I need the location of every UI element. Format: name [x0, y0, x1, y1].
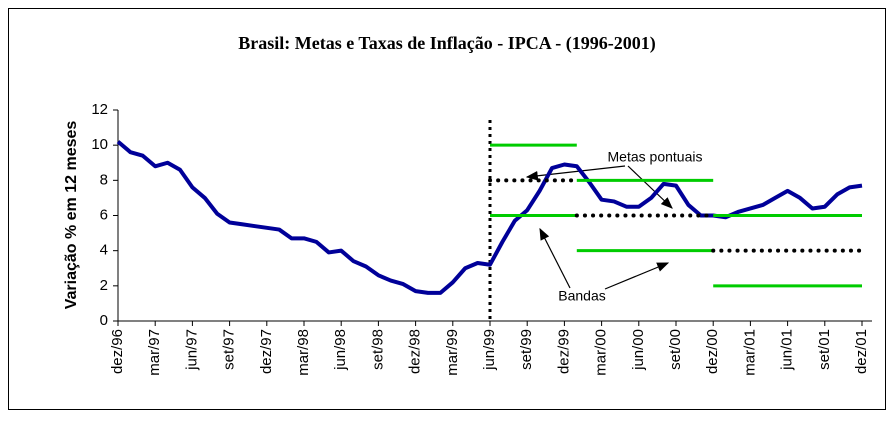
x-tick-label: jun/01 — [779, 329, 796, 371]
y-axis-label: Variação % em 12 meses — [63, 121, 80, 310]
y-tick-label: 2 — [100, 277, 108, 294]
x-tick-label: set/01 — [816, 329, 833, 370]
y-tick-label: 4 — [100, 242, 108, 259]
chart-title: Brasil: Metas e Taxas de Inflação - IPCA… — [238, 33, 655, 54]
x-tick-label: mar/01 — [741, 329, 758, 376]
x-tick-label: dez/97 — [258, 329, 275, 374]
y-tick-label: 0 — [100, 312, 108, 329]
x-tick-label: set/97 — [221, 329, 238, 370]
arrow — [525, 165, 626, 181]
y-tick-label: 6 — [100, 206, 108, 223]
annotation: Metas pontuais — [608, 149, 703, 165]
y-tick-label: 8 — [100, 171, 108, 188]
x-tick-label: jun/97 — [183, 329, 200, 371]
data-line — [116, 140, 863, 295]
x-tick-label: mar/97 — [146, 329, 163, 376]
x-tick-label: dez/01 — [853, 329, 870, 374]
annotation: Bandas — [558, 288, 605, 304]
x-tick-label: mar/98 — [295, 329, 312, 376]
y-tick-label: 10 — [91, 136, 108, 153]
arrow — [627, 165, 673, 209]
x-tick-label: jun/98 — [332, 329, 349, 371]
y-tick-label: 12 — [91, 101, 108, 118]
x-tick-label: mar/00 — [593, 329, 610, 376]
x-tick-label: jun/00 — [630, 329, 647, 371]
x-tick-label: dez/98 — [407, 329, 424, 374]
arrow — [539, 227, 571, 289]
arrow — [604, 262, 670, 290]
x-tick-label: dez/96 — [109, 329, 126, 374]
x-tick-label: set/00 — [667, 329, 684, 370]
x-tick-label: mar/99 — [444, 329, 461, 376]
x-tick-label: dez/00 — [704, 329, 721, 374]
x-tick-label: dez/99 — [555, 329, 572, 374]
chart-border — [8, 8, 886, 410]
x-tick-label: set/98 — [369, 329, 386, 370]
x-tick-label: jun/99 — [481, 329, 498, 371]
x-tick-label: set/99 — [518, 329, 535, 370]
